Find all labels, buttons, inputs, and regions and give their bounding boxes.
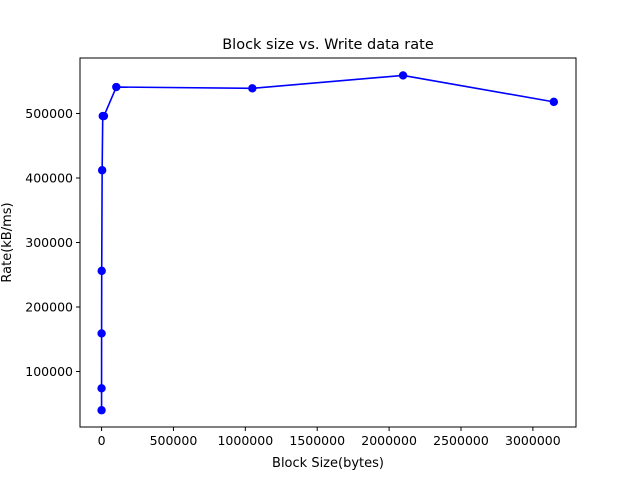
data-point: [99, 111, 109, 121]
y-tick-label: 300000: [25, 235, 73, 250]
axes-frame: [79, 57, 577, 428]
y-tick-label: 500000: [25, 106, 73, 121]
x-tick-label: 0: [98, 433, 106, 448]
x-tick-label: 1000000: [217, 433, 273, 448]
x-tick-label: 500000: [150, 433, 198, 448]
x-tick-label: 3000000: [505, 433, 561, 448]
series-layer: [97, 71, 559, 415]
x-tick-label: 2500000: [433, 433, 489, 448]
data-point: [97, 384, 106, 393]
data-point: [97, 166, 107, 175]
x-tick-label: 1500000: [289, 433, 345, 448]
y-tick-label: 400000: [25, 170, 73, 185]
x-tick-label: 2000000: [361, 433, 417, 448]
data-point: [398, 71, 408, 80]
data-point: [112, 82, 121, 92]
chart-title: Block size vs. Write data rate: [222, 37, 434, 53]
y-tick-label: 100000: [25, 364, 73, 379]
data-point: [97, 266, 106, 276]
y-tick-label: 200000: [25, 300, 73, 315]
x-axis-label: Block Size(bytes): [272, 456, 384, 471]
data-point: [97, 329, 106, 338]
data-point: [97, 406, 106, 415]
ticks-layer: 0 500000 1000000 1500000 2000000 2500000 30000…: [25, 106, 560, 448]
data-point: [549, 97, 559, 107]
data-point: [248, 84, 257, 93]
y-axis-label: Rate(kB/ms): [0, 202, 15, 282]
